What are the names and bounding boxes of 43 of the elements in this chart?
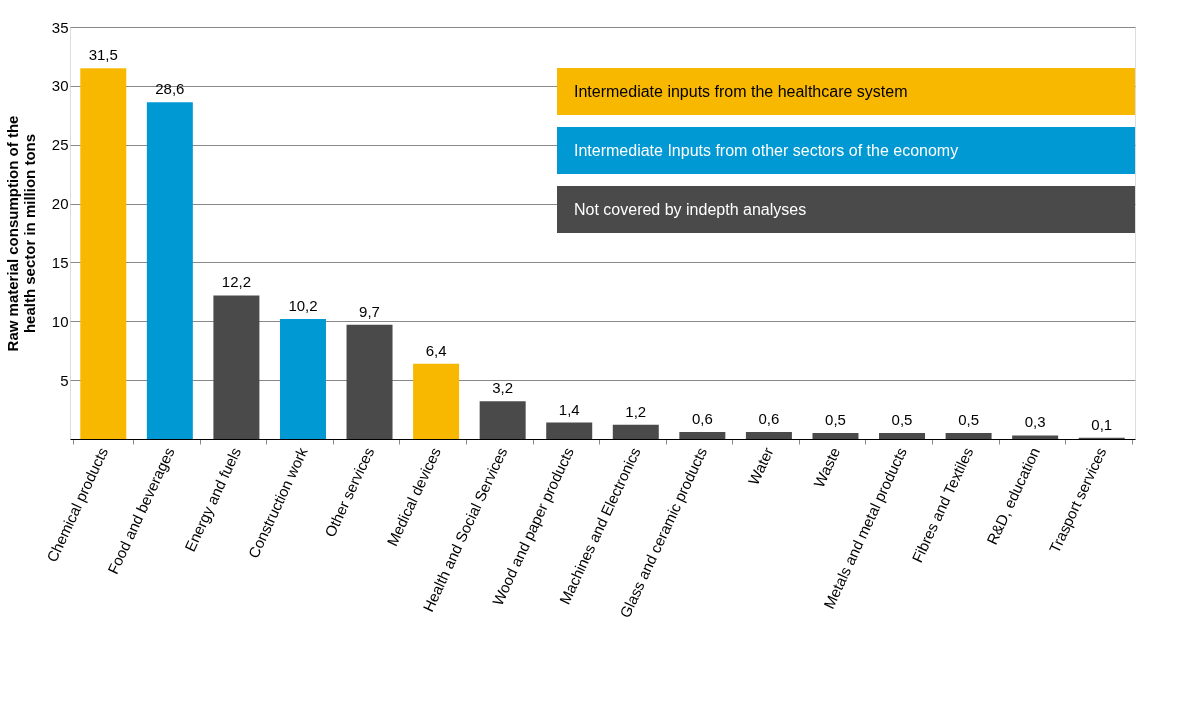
y-tick-label: 30 xyxy=(51,77,69,95)
text: 3,2 xyxy=(492,379,514,397)
bar xyxy=(413,363,460,439)
text: 1,2 xyxy=(625,402,647,420)
bar xyxy=(213,295,260,439)
y-tick-label: 15 xyxy=(51,253,69,271)
text: 0,5 xyxy=(958,411,980,429)
text: 1,4 xyxy=(558,400,580,418)
bar xyxy=(479,401,526,439)
text: 6,4 xyxy=(425,341,447,359)
bar xyxy=(612,424,659,439)
bar xyxy=(279,318,326,439)
bar xyxy=(679,431,726,439)
text: 10,2 xyxy=(288,296,318,314)
y-tick-label: 25 xyxy=(51,136,69,154)
y-axis-title: Raw material consumption of the health sector in million tons xyxy=(3,115,38,352)
text: 0,6 xyxy=(758,409,780,427)
bar xyxy=(1012,435,1059,439)
text: Intermediate Inputs from other sectors of the economy xyxy=(574,141,959,159)
text: Intermediate inputs from the healthcare system xyxy=(574,82,908,100)
y-tick-label: 5 xyxy=(60,371,69,389)
text: 31,5 xyxy=(88,46,118,64)
bar xyxy=(346,324,393,439)
y-tick-label: 20 xyxy=(51,195,69,213)
text: 12,2 xyxy=(221,273,252,291)
text: Not covered by indepth analyses xyxy=(574,200,807,218)
bar xyxy=(879,433,926,439)
bar xyxy=(812,433,859,439)
bar xyxy=(945,433,992,439)
bar xyxy=(745,431,792,439)
bar xyxy=(546,422,593,439)
text: 9,7 xyxy=(359,302,380,320)
text: 28,6 xyxy=(155,80,185,98)
bar xyxy=(146,102,193,439)
y-tick-label: 10 xyxy=(51,312,69,330)
text: 0,1 xyxy=(1091,415,1113,433)
bar xyxy=(80,68,127,439)
text: 0,5 xyxy=(825,411,846,429)
text: 0,3 xyxy=(1024,413,1046,431)
y-tick-label: 35 xyxy=(51,18,69,36)
text: 0,5 xyxy=(891,411,913,429)
x-tick-label: Water xyxy=(744,444,777,488)
text: 0,6 xyxy=(691,409,713,427)
